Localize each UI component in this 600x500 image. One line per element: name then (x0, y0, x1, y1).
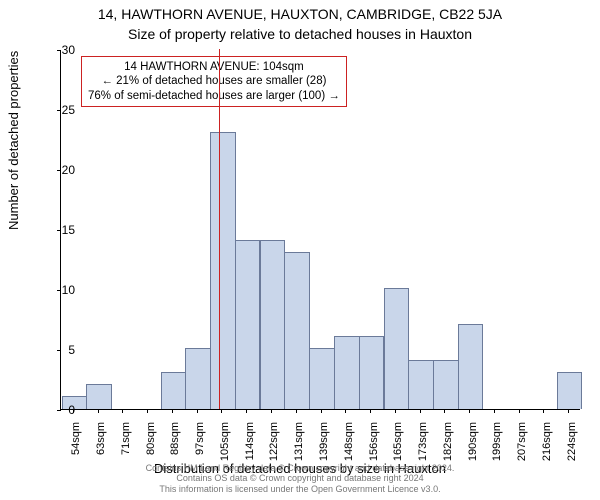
x-tick-mark (420, 409, 421, 413)
callout-box: 14 HAWTHORN AVENUE: 104sqm ← 21% of deta… (81, 56, 347, 107)
y-tick-label: 0 (68, 403, 75, 417)
y-tick-mark (57, 110, 61, 111)
x-tick-label: 173sqm (417, 422, 429, 461)
x-tick-mark (543, 409, 544, 413)
x-tick-label: 224sqm (566, 422, 578, 461)
x-tick-label: 139sqm (318, 422, 330, 461)
x-tick-label: 165sqm (392, 422, 404, 461)
x-tick-mark (147, 409, 148, 413)
bar (260, 240, 286, 409)
x-tick-mark (221, 409, 222, 413)
bar (210, 132, 236, 409)
title-sub: Size of property relative to detached ho… (0, 26, 600, 42)
x-tick-label: 80sqm (145, 422, 157, 455)
x-tick-mark (296, 409, 297, 413)
x-tick-mark (98, 409, 99, 413)
x-tick-mark (395, 409, 396, 413)
bar (359, 336, 385, 409)
x-tick-label: 71sqm (120, 422, 132, 455)
callout-line-1: 14 HAWTHORN AVENUE: 104sqm (88, 60, 340, 74)
x-tick-label: 131sqm (293, 422, 305, 461)
x-tick-label: 88sqm (169, 422, 181, 455)
y-tick-label: 20 (62, 163, 75, 177)
bar (284, 252, 310, 409)
y-tick-mark (57, 50, 61, 51)
plot-area: 14 HAWTHORN AVENUE: 104sqm ← 21% of deta… (60, 50, 580, 410)
x-tick-mark (519, 409, 520, 413)
x-tick-label: 199sqm (491, 422, 503, 461)
y-tick-label: 15 (62, 223, 75, 237)
y-tick-mark (57, 350, 61, 351)
bar (408, 360, 434, 409)
x-tick-label: 182sqm (442, 422, 454, 461)
bar (384, 288, 410, 409)
callout-line-3: 76% of semi-detached houses are larger (… (88, 89, 340, 103)
x-tick-mark (345, 409, 346, 413)
footer-line-2: Contains OS data © Crown copyright and d… (176, 473, 423, 483)
x-tick-label: 216sqm (541, 422, 553, 461)
x-tick-label: 148sqm (343, 422, 355, 461)
bar (557, 372, 583, 409)
bar (86, 384, 112, 409)
x-tick-label: 114sqm (244, 422, 256, 460)
x-tick-mark (246, 409, 247, 413)
x-tick-mark (122, 409, 123, 413)
x-tick-label: 156sqm (368, 422, 380, 461)
x-tick-mark (321, 409, 322, 413)
chart-container: 14, HAWTHORN AVENUE, HAUXTON, CAMBRIDGE,… (0, 0, 600, 500)
y-tick-label: 25 (62, 103, 75, 117)
bar (235, 240, 261, 409)
x-tick-mark (172, 409, 173, 413)
title-main: 14, HAWTHORN AVENUE, HAUXTON, CAMBRIDGE,… (0, 6, 600, 22)
x-tick-label: 97sqm (194, 422, 206, 455)
x-tick-label: 122sqm (268, 422, 280, 461)
y-tick-mark (57, 230, 61, 231)
y-tick-label: 30 (62, 43, 75, 57)
footer-line-1: Contains HM Land Registry data © Crown c… (146, 463, 455, 473)
x-tick-mark (469, 409, 470, 413)
x-tick-mark (494, 409, 495, 413)
bar (309, 348, 335, 409)
footer-line-3: This information is licensed under the O… (159, 484, 440, 494)
bar (433, 360, 459, 409)
x-tick-mark (444, 409, 445, 413)
y-tick-label: 10 (62, 283, 75, 297)
y-tick-label: 5 (68, 343, 75, 357)
callout-line-2: ← 21% of detached houses are smaller (28… (88, 74, 340, 88)
x-tick-label: 105sqm (219, 422, 231, 461)
bar (458, 324, 484, 409)
bar (334, 336, 360, 409)
x-tick-label: 190sqm (467, 422, 479, 461)
x-tick-label: 54sqm (70, 422, 82, 455)
footer-attribution: Contains HM Land Registry data © Crown c… (0, 463, 600, 494)
y-axis-label: Number of detached properties (6, 51, 21, 230)
x-tick-label: 207sqm (516, 422, 528, 461)
x-tick-mark (370, 409, 371, 413)
x-tick-mark (271, 409, 272, 413)
y-tick-mark (57, 410, 61, 411)
x-tick-mark (568, 409, 569, 413)
reference-line (219, 49, 220, 409)
y-tick-mark (57, 170, 61, 171)
y-tick-mark (57, 290, 61, 291)
x-tick-label: 63sqm (95, 422, 107, 455)
x-tick-mark (197, 409, 198, 413)
bar (161, 372, 187, 409)
bar (185, 348, 211, 409)
